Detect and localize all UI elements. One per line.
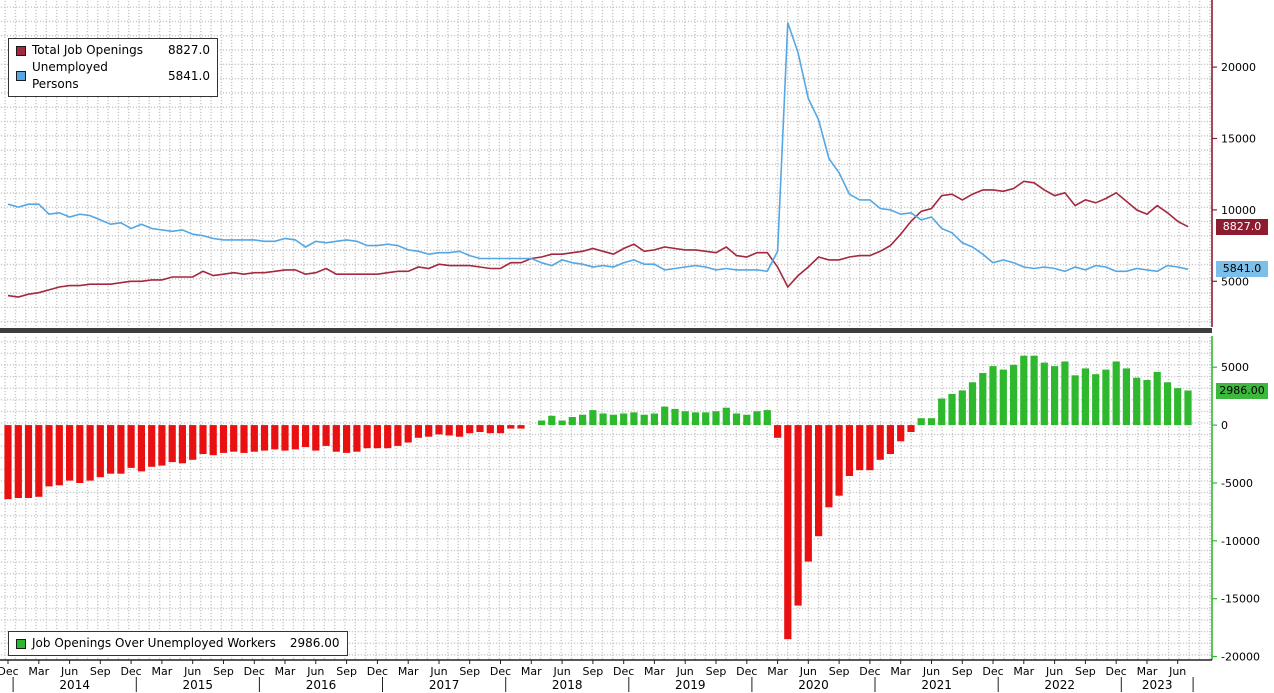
- svg-text:Sep: Sep: [706, 665, 727, 678]
- svg-text:Mar: Mar: [1137, 665, 1158, 678]
- openings-last-value-badge: 8827.0: [1216, 219, 1268, 235]
- svg-text:Mar: Mar: [890, 665, 911, 678]
- svg-text:Dec: Dec: [982, 665, 1003, 678]
- svg-text:Sep: Sep: [829, 665, 850, 678]
- svg-text:2022: 2022: [1044, 678, 1075, 692]
- svg-text:Jun: Jun: [306, 665, 324, 678]
- top-legend: Total Job Openings 8827.0 Unemployed Per…: [8, 38, 218, 97]
- svg-text:Mar: Mar: [767, 665, 788, 678]
- svg-text:Sep: Sep: [459, 665, 480, 678]
- svg-text:Mar: Mar: [521, 665, 542, 678]
- svg-text:15000: 15000: [1221, 133, 1256, 146]
- svg-text:Dec: Dec: [490, 665, 511, 678]
- svg-text:Mar: Mar: [28, 665, 49, 678]
- svg-text:Jun: Jun: [553, 665, 571, 678]
- svg-text:2020: 2020: [798, 678, 829, 692]
- svg-text:2018: 2018: [552, 678, 583, 692]
- legend-value: 2986.00: [289, 636, 340, 650]
- legend-value: 5841.0: [168, 68, 210, 83]
- svg-text:Jun: Jun: [799, 665, 817, 678]
- legend-label: Unemployed Persons: [32, 60, 108, 91]
- svg-text:2023: 2023: [1142, 678, 1173, 692]
- svg-text:Jun: Jun: [922, 665, 940, 678]
- svg-text:Mar: Mar: [1013, 665, 1034, 678]
- svg-text:-5000: -5000: [1221, 477, 1253, 490]
- svg-text:2021: 2021: [921, 678, 952, 692]
- svg-text:20000: 20000: [1221, 61, 1256, 74]
- svg-text:Jun: Jun: [676, 665, 694, 678]
- svg-text:Dec: Dec: [244, 665, 265, 678]
- svg-text:Sep: Sep: [952, 665, 973, 678]
- svg-text:Jun: Jun: [183, 665, 201, 678]
- svg-text:Mar: Mar: [398, 665, 419, 678]
- svg-text:Jun: Jun: [60, 665, 78, 678]
- svg-text:Dec: Dec: [120, 665, 141, 678]
- svg-text:Dec: Dec: [859, 665, 880, 678]
- svg-text:Dec: Dec: [0, 665, 19, 678]
- svg-text:10000: 10000: [1221, 204, 1256, 217]
- svg-text:Mar: Mar: [152, 665, 173, 678]
- legend-label: Job Openings Over Unemployed Workers: [32, 636, 276, 650]
- openings-swatch-icon: [16, 45, 26, 56]
- x-axis-month-labels: Dec Mar Jun Sep Dec Mar Jun Sep Dec Mar Jun Sep Dec M…: [0, 660, 1186, 678]
- bottom-legend: Job Openings Over Unemployed Workers 298…: [8, 631, 348, 656]
- svg-text:Jun: Jun: [1168, 665, 1186, 678]
- bottom-bar-panel: [0, 336, 1212, 660]
- svg-text:Sep: Sep: [336, 665, 357, 678]
- svg-text:2019: 2019: [675, 678, 706, 692]
- top-y-tick-labels: 5000 10000 15000 20000: [1212, 61, 1256, 288]
- svg-text:Dec: Dec: [367, 665, 388, 678]
- legend-label: Total Job Openings: [32, 43, 144, 57]
- svg-text:2016: 2016: [306, 678, 337, 692]
- svg-text:Sep: Sep: [583, 665, 604, 678]
- legend-item-unemployed: Unemployed Persons 5841.0: [16, 59, 210, 93]
- svg-text:2014: 2014: [59, 678, 90, 692]
- svg-text:Dec: Dec: [613, 665, 634, 678]
- bottom-y-tick-labels: 5000 0 -5000 -10000 -15000 -20000: [1212, 361, 1260, 664]
- legend-item-spread: Job Openings Over Unemployed Workers 298…: [16, 635, 340, 652]
- svg-text:Jun: Jun: [429, 665, 447, 678]
- x-axis-year-labels: 2014 2015 2016 2017 2018 2019 2020 2021 2022 2023: [12, 677, 1194, 692]
- unemployed-swatch-icon: [16, 71, 26, 81]
- svg-text:Dec: Dec: [1106, 665, 1127, 678]
- svg-text:-15000: -15000: [1221, 593, 1260, 606]
- svg-text:Mar: Mar: [275, 665, 296, 678]
- svg-text:5000: 5000: [1221, 361, 1249, 374]
- legend-value: 8827.0: [168, 43, 210, 57]
- svg-text:-20000: -20000: [1221, 651, 1260, 664]
- svg-text:Dec: Dec: [736, 665, 757, 678]
- spread-swatch-icon: [16, 638, 26, 649]
- svg-text:0: 0: [1221, 419, 1228, 432]
- svg-text:2017: 2017: [429, 678, 460, 692]
- legend-item-openings: Total Job Openings 8827.0: [16, 42, 210, 59]
- panel-separator: [0, 328, 1212, 333]
- svg-text:5000: 5000: [1221, 275, 1249, 288]
- svg-text:Jun: Jun: [1045, 665, 1063, 678]
- spread-last-value-badge: 2986.00: [1216, 383, 1268, 399]
- svg-text:Sep: Sep: [90, 665, 111, 678]
- svg-text:-10000: -10000: [1221, 535, 1260, 548]
- svg-text:Sep: Sep: [213, 665, 234, 678]
- svg-text:Sep: Sep: [1075, 665, 1096, 678]
- svg-text:2015: 2015: [183, 678, 214, 692]
- unemployed-last-value-badge: 5841.0: [1216, 261, 1268, 277]
- svg-text:Mar: Mar: [644, 665, 665, 678]
